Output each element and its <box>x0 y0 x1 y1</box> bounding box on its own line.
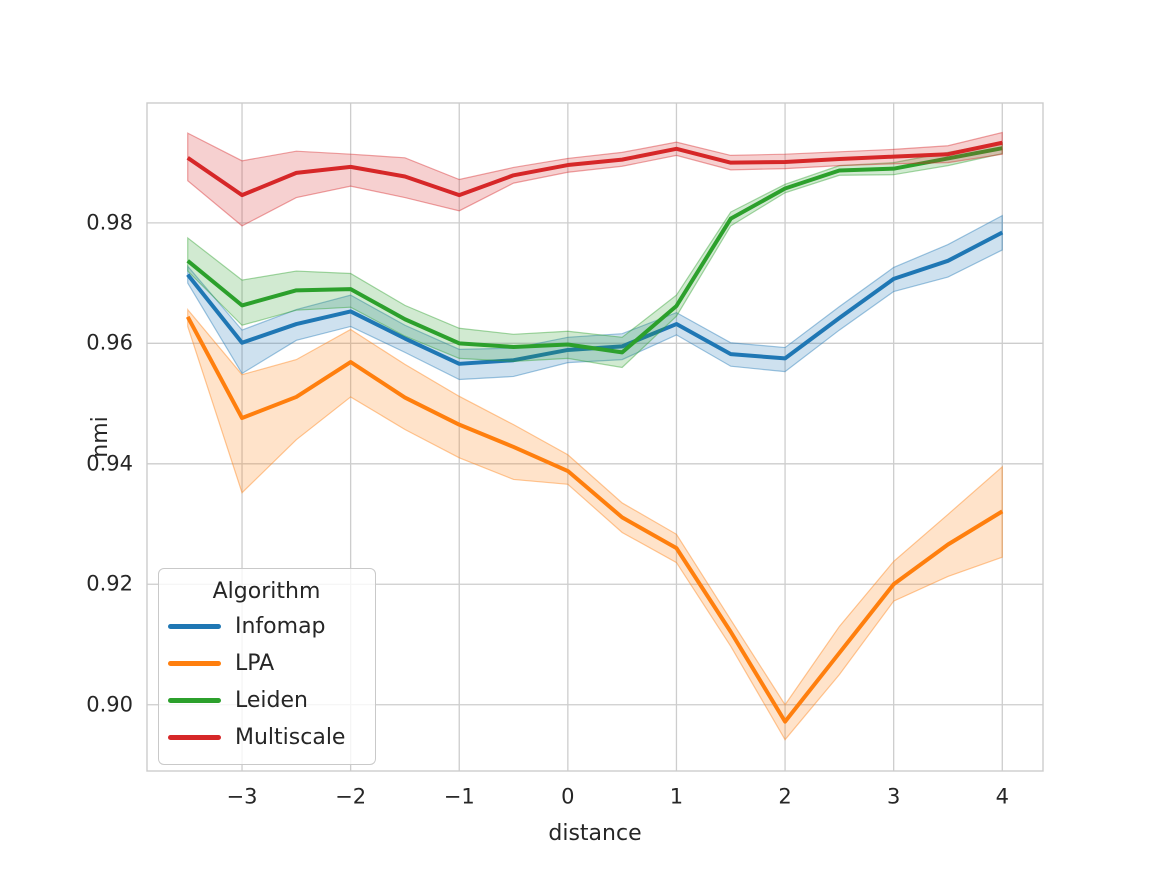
confidence-band-infomap <box>187 214 1003 381</box>
x-axis-label: distance <box>548 821 642 846</box>
x-tick-label: −1 <box>443 784 475 809</box>
legend-swatch-lpa <box>168 661 221 666</box>
y-tick-label: 0.92 <box>86 571 133 596</box>
legend-item-leiden: Leiden <box>168 682 365 719</box>
series-line-lpa <box>185 315 1004 724</box>
x-tick-label: 3 <box>886 784 901 809</box>
series-line-leiden <box>186 146 1003 355</box>
y-tick-label: 0.90 <box>86 692 133 717</box>
y-axis-label: nmi <box>88 416 113 458</box>
x-tick-label: 2 <box>778 784 792 809</box>
legend-items: Infomap LPA Leiden Multiscale <box>168 608 365 756</box>
legend-title: Algorithm <box>212 579 321 604</box>
legend-swatch-infomap <box>168 624 221 629</box>
legend-item-label: LPA <box>235 651 275 676</box>
legend-swatch-leiden <box>168 698 221 703</box>
y-tick-label: 0.94 <box>86 451 133 476</box>
legend-swatch-multiscale <box>168 735 221 740</box>
confidence-band-lpa <box>187 307 1003 741</box>
x-tick-label: 0 <box>561 784 575 809</box>
legend: Algorithm Infomap LPA Leiden Multiscale <box>158 568 376 765</box>
confidence-band-multiscale <box>187 131 1003 227</box>
legend-item-lpa: LPA <box>168 645 365 682</box>
x-tick-label: −3 <box>226 784 258 809</box>
legend-item-infomap: Infomap <box>168 608 365 645</box>
x-tick-label: 4 <box>995 784 1009 809</box>
legend-item-multiscale: Multiscale <box>168 719 365 756</box>
legend-item-label: Multiscale <box>235 725 346 750</box>
y-tick-label: 0.98 <box>86 210 133 235</box>
x-tick-label: −2 <box>335 784 367 809</box>
legend-item-label: Leiden <box>235 688 308 713</box>
series-line-multiscale <box>186 140 1003 198</box>
x-tick-label: 1 <box>669 784 684 809</box>
plot-border <box>146 102 1044 772</box>
legend-item-label: Infomap <box>235 614 326 639</box>
y-tick-label: 0.96 <box>86 330 133 355</box>
